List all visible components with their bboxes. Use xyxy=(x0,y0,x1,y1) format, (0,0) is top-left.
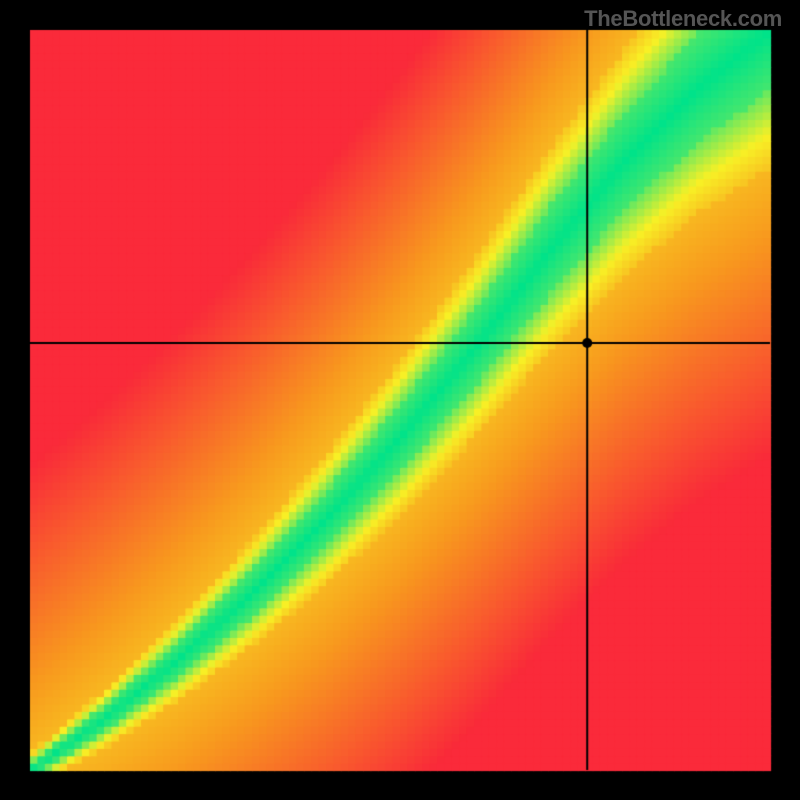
bottleneck-heatmap xyxy=(0,0,800,800)
watermark-text: TheBottleneck.com xyxy=(584,6,782,32)
chart-container: TheBottleneck.com xyxy=(0,0,800,800)
